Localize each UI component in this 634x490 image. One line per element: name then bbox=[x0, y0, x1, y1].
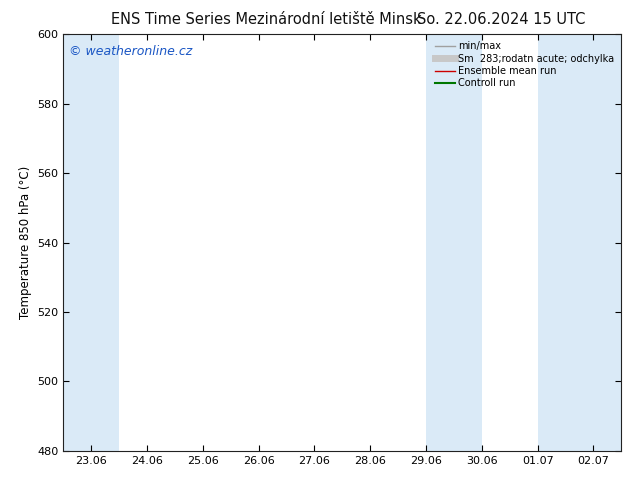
Bar bbox=[63, 34, 119, 451]
Text: © weatheronline.cz: © weatheronline.cz bbox=[69, 45, 192, 58]
Text: So. 22.06.2024 15 UTC: So. 22.06.2024 15 UTC bbox=[417, 12, 585, 27]
Legend: min/max, Sm  283;rodatn acute; odchylka, Ensemble mean run, Controll run: min/max, Sm 283;rodatn acute; odchylka, … bbox=[431, 37, 618, 92]
Y-axis label: Temperature 850 hPa (°C): Temperature 850 hPa (°C) bbox=[19, 166, 32, 319]
Bar bbox=[426, 34, 482, 451]
Text: ENS Time Series Mezinárodní letiště Minsk: ENS Time Series Mezinárodní letiště Mins… bbox=[111, 12, 422, 27]
Bar bbox=[538, 34, 621, 451]
